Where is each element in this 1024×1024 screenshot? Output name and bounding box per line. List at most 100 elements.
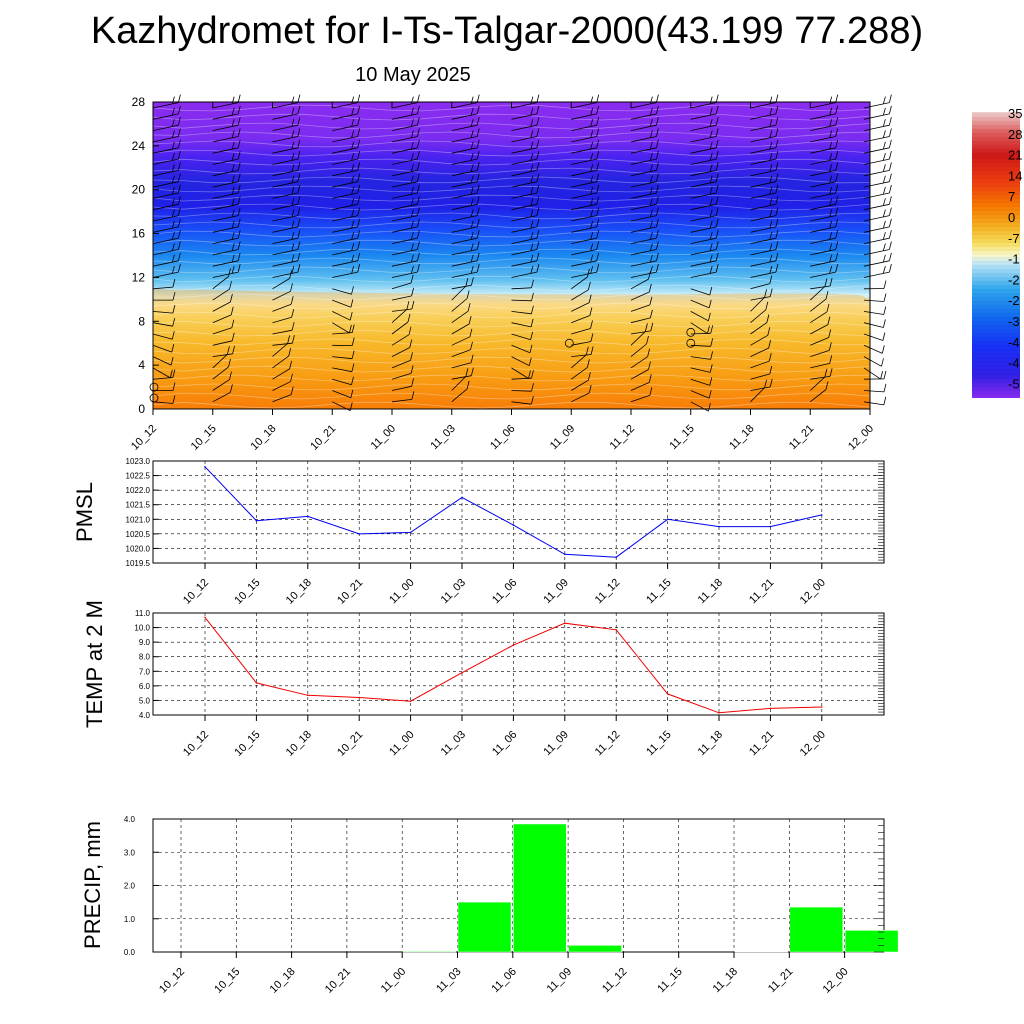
wind-barb <box>630 322 654 335</box>
wind-barb <box>630 374 652 391</box>
wind-barb <box>332 322 352 334</box>
wind-barb <box>690 207 719 222</box>
wind-barb <box>212 241 241 256</box>
wind-barb <box>451 264 480 278</box>
wind-barb <box>630 387 653 403</box>
wind-barb <box>391 339 413 357</box>
wind-barb <box>630 173 659 188</box>
heatmap-x-tick-label: 11_09 <box>548 423 578 453</box>
wind-barb <box>863 383 887 393</box>
wind-barb <box>571 294 592 312</box>
wind-barb <box>391 151 420 165</box>
heatmap-x-tick-label: 11_12 <box>608 423 638 453</box>
wind-barb <box>332 376 354 386</box>
temp-point <box>461 671 463 674</box>
precip-bars <box>402 823 899 953</box>
contour-line <box>152 401 871 409</box>
temp-x-tick-label: 11_00 <box>387 729 417 759</box>
heatmap-x-tick-label: 10_21 <box>308 423 338 453</box>
heatmap-y-tick-label: 24 <box>132 139 146 153</box>
wind-barb <box>152 305 176 314</box>
chart-title: Kazhydromet for I-Ts-Talgar-2000(43.199 … <box>90 10 924 52</box>
wind-barb <box>630 335 649 357</box>
wind-barb <box>212 346 230 369</box>
wind-barb <box>391 326 412 346</box>
wind-barb <box>690 196 719 211</box>
contour-line <box>152 275 871 283</box>
wind-barb <box>630 196 659 211</box>
wind-barb <box>152 196 181 211</box>
colorbar-labels: 35 28 21 14 7 0 -7 -1 -2 -2 -3 -4 -4 -5 <box>1008 106 1022 391</box>
wind-barb <box>690 377 713 386</box>
wind-barb <box>212 196 241 211</box>
temp-points <box>204 616 823 714</box>
wind-barb <box>332 105 361 120</box>
contour-line <box>152 158 871 166</box>
contour-line <box>152 230 871 238</box>
wind-barb <box>391 162 420 177</box>
wind-barb <box>571 320 593 335</box>
precip-bar <box>457 901 512 953</box>
wind-barb <box>863 105 892 120</box>
temp-point <box>255 682 258 684</box>
wind-barb <box>630 218 659 233</box>
wind-barb <box>571 151 600 165</box>
heatmap-y-tick-label: 4 <box>138 358 145 372</box>
wind-barb <box>690 218 719 233</box>
wind-barb <box>690 139 719 154</box>
wind-barb <box>212 128 241 143</box>
temp-x-tick-label: 11_21 <box>747 729 777 759</box>
pmsl-point <box>255 519 258 522</box>
contour-line <box>152 302 871 310</box>
pmsl-point <box>512 524 515 526</box>
temp-x-tick-label: 10_12 <box>181 729 211 759</box>
heatmap-y-axis: 0 4 8 12 16 20 24 28 <box>132 95 159 416</box>
heatmap-y-tick-label: 0 <box>138 402 145 416</box>
pmsl-x-tick-label: 11_00 <box>387 577 417 607</box>
wind-barb <box>391 313 411 335</box>
colorbar-label: -1 <box>1008 252 1020 267</box>
contour-line <box>152 311 871 319</box>
wind-barb <box>810 381 829 403</box>
precip-y-tick-label: 3.0 <box>124 848 136 857</box>
wind-barb <box>690 286 713 296</box>
wind-barb <box>750 105 779 120</box>
colorbar-label: -4 <box>1008 335 1020 350</box>
wind-barb <box>152 173 181 188</box>
wind-barb <box>690 401 711 412</box>
wind-barb <box>571 196 600 211</box>
temp-y-tick-label: 5.0 <box>139 696 151 705</box>
wind-barb <box>863 367 883 380</box>
wind-barb <box>391 252 420 267</box>
wind-barb <box>332 230 361 244</box>
wind-barb <box>690 299 712 309</box>
wind-barb <box>630 309 653 324</box>
temp-point <box>512 644 515 646</box>
wind-barb <box>630 207 659 222</box>
precip-x-tick-label: 10_12 <box>157 966 187 996</box>
wind-barb <box>750 241 779 256</box>
wind-barb <box>809 278 828 301</box>
heatmap-x-tick-label: 11_15 <box>667 423 697 453</box>
wind-barb <box>272 360 292 380</box>
wind-barb <box>750 365 773 380</box>
contour-line <box>152 257 871 265</box>
wind-barb <box>511 331 533 341</box>
wind-barb <box>863 162 892 177</box>
wind-barb <box>750 196 779 211</box>
wind-barb <box>690 230 719 244</box>
temp-x-tick-label: 11_09 <box>541 729 571 759</box>
colorbar-label: -7 <box>1008 231 1020 246</box>
wind-barb <box>152 117 181 131</box>
wind-barb <box>810 329 832 346</box>
wind-barb <box>332 162 361 177</box>
colorbar-label: 7 <box>1008 189 1015 204</box>
wind-barb <box>451 341 473 357</box>
precip-x-tick-label: 10_21 <box>323 966 353 996</box>
contour-line <box>152 338 871 346</box>
temp-point <box>409 700 412 702</box>
contour-line <box>152 329 871 337</box>
wind-barb <box>863 306 887 315</box>
wind-barb <box>750 314 770 335</box>
